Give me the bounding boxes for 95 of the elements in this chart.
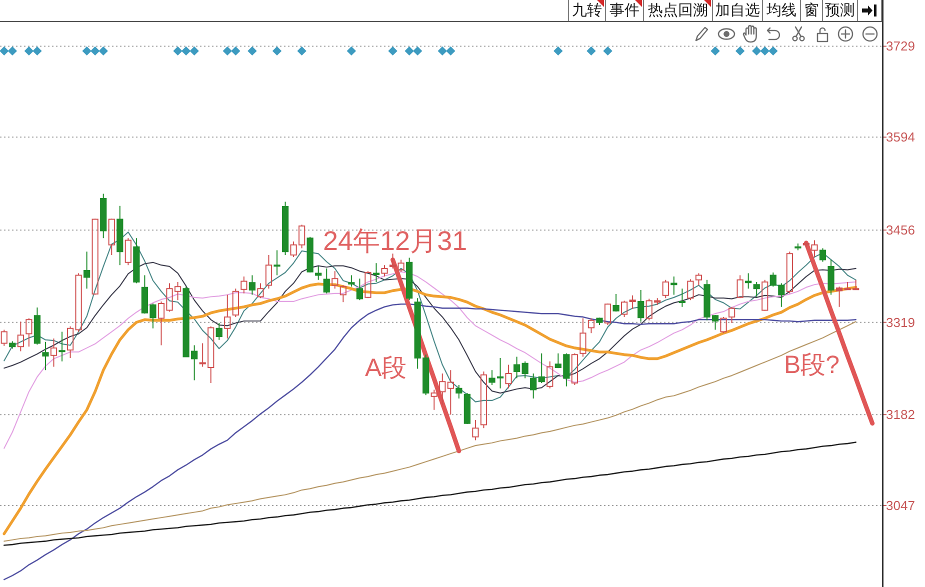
candlestick [447,370,454,416]
candlestick [34,307,41,346]
y-tick-label: 3319 [886,314,915,330]
candlestick [530,373,537,399]
y-tick-label: 3182 [886,407,915,422]
candlestick [232,288,239,318]
candlestick [50,338,58,368]
y-tick-label: 3456 [886,222,915,238]
candlestick [480,371,488,429]
candlestick [9,340,16,350]
candlestick [588,318,595,334]
candlestick [17,321,24,352]
candlestick [662,279,669,299]
line-series [4,271,856,449]
candlestick [678,288,686,308]
candlestick [596,317,603,326]
candlestick [505,364,512,389]
y-tick-label: 3729 [886,38,915,54]
text: 九转 [568,0,605,21]
candlestick [819,248,826,262]
annotation: A段 [365,354,407,382]
candlestick [58,331,66,362]
candlestick [248,274,256,296]
candlestick [92,218,98,296]
candlestick [356,278,364,301]
candlestick [571,352,578,386]
candlestick [728,306,736,324]
candlestick [464,392,470,425]
y-tick-label: 3047 [886,498,915,514]
line-series [4,262,856,394]
candlestick [513,356,520,379]
candlestick [580,318,586,358]
candlestick [372,262,380,282]
candlestick [340,284,346,303]
candlestick [828,259,834,296]
candlestick [620,300,628,318]
candlestick [522,360,528,379]
candlestick [116,205,124,266]
candlestick [100,193,107,239]
candlestick [133,238,140,284]
candlestick [762,279,768,312]
candlestick [108,218,115,256]
text: 预测 [822,0,857,21]
candlestick [282,201,289,256]
candlestick [42,341,49,371]
candlestick [274,250,280,276]
candlestick [406,257,413,301]
candlestick [836,286,843,308]
candlestick [306,236,314,274]
candlestick [670,276,678,296]
candlestick [84,251,90,290]
candlestick [745,272,752,290]
text: 均线 [762,0,800,21]
candlestick [240,276,248,294]
candlestick [323,268,330,294]
candlestick [546,360,554,389]
candlestick [794,243,802,251]
text: 窗 [800,0,822,21]
candlestick [439,373,446,406]
candlestick [612,294,620,312]
candlestick [224,294,231,340]
text: 热点回溯 [643,0,712,21]
candlestick [124,238,132,266]
line-series [2,282,858,536]
candlestick [381,264,388,278]
annotation: 24年12月31 [323,226,468,256]
candlestick [265,254,272,290]
candlestick [0,329,8,346]
text: 加自选 [712,0,762,21]
line-series [4,321,856,542]
candlestick [538,352,545,384]
candlestick [26,318,32,348]
candlestick [638,290,644,322]
candlestick [629,294,636,310]
candlestick [364,270,372,299]
annotation: B段? [784,351,840,379]
candlestick [736,274,744,299]
line-series [3,442,856,546]
candlestick [456,384,462,399]
y-tick-label: 3594 [886,130,915,145]
line-series [3,304,856,580]
candlestick [786,251,793,294]
candlestick [332,270,338,290]
candlestick [216,322,222,340]
candlestick [687,278,694,301]
candlestick [753,281,760,298]
candlestick [472,419,479,441]
candlestick [257,282,264,299]
candlestick [695,272,702,286]
candlestick [604,302,612,326]
candlestick [348,274,355,288]
candlestick [315,266,322,280]
candlestick [430,389,438,410]
candlestick [720,316,727,334]
text: 事件 [605,0,643,21]
